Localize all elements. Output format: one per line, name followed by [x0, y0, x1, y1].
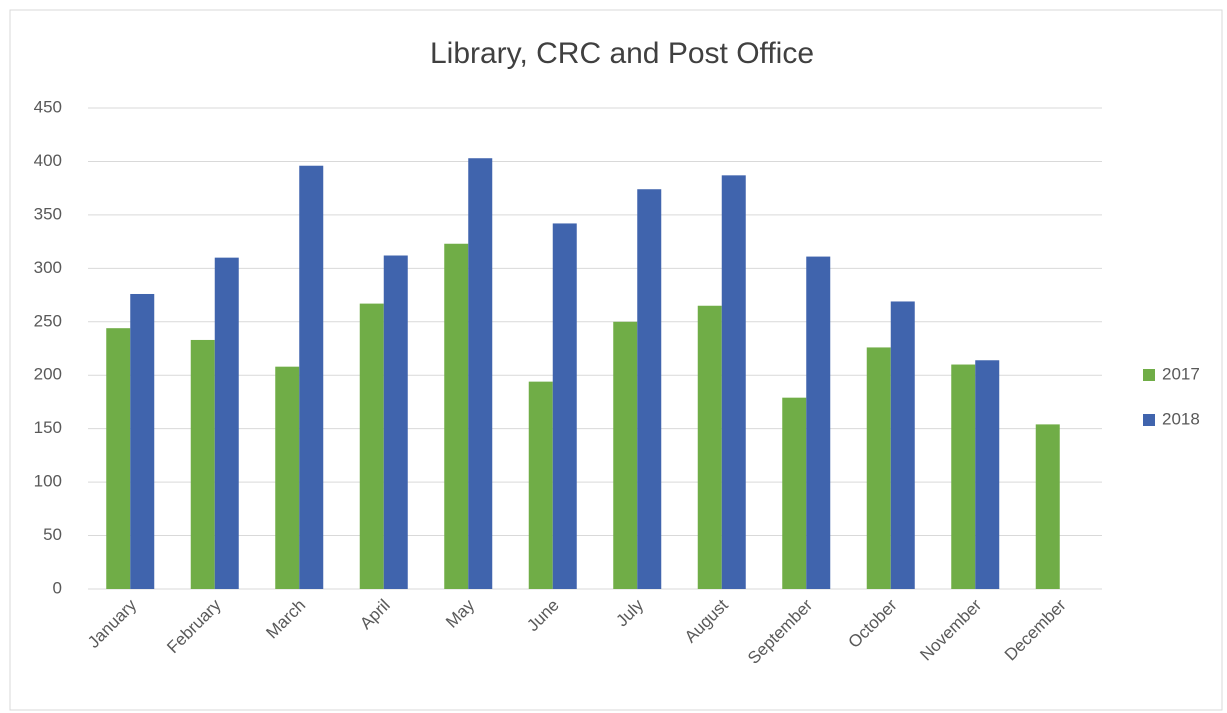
bar	[190, 339, 215, 589]
legend-label: 2017	[1162, 364, 1200, 383]
bar	[975, 360, 1000, 589]
y-tick-label: 0	[53, 578, 62, 597]
y-tick-label: 400	[34, 151, 62, 170]
bar	[890, 301, 915, 589]
bar	[106, 328, 131, 589]
y-tick-label: 350	[34, 204, 62, 223]
bar	[806, 256, 831, 589]
bar	[951, 364, 976, 589]
bar	[637, 189, 662, 590]
y-tick-label: 300	[34, 258, 62, 277]
y-tick-label: 450	[34, 97, 62, 116]
bar	[359, 303, 384, 589]
bar	[782, 397, 807, 589]
legend-swatch	[1143, 369, 1155, 381]
y-tick-label: 100	[34, 472, 62, 491]
bar	[1035, 424, 1060, 589]
y-tick-label: 250	[34, 311, 62, 330]
chart-title: Library, CRC and Post Office	[430, 37, 814, 70]
legend-label: 2018	[1162, 409, 1200, 428]
bar	[528, 381, 553, 589]
bar	[214, 257, 239, 589]
bar	[697, 305, 722, 589]
bar	[613, 321, 638, 589]
bar	[130, 293, 155, 589]
bar	[299, 165, 324, 589]
bar	[552, 223, 577, 589]
y-tick-label: 200	[34, 365, 62, 384]
bar	[721, 175, 746, 589]
bar	[383, 255, 408, 590]
bar	[468, 158, 493, 589]
bar	[275, 366, 300, 589]
legend-swatch	[1143, 414, 1155, 426]
y-tick-label: 50	[43, 525, 62, 544]
y-tick-label: 150	[34, 418, 62, 437]
bar	[444, 243, 469, 589]
bar	[866, 347, 891, 589]
